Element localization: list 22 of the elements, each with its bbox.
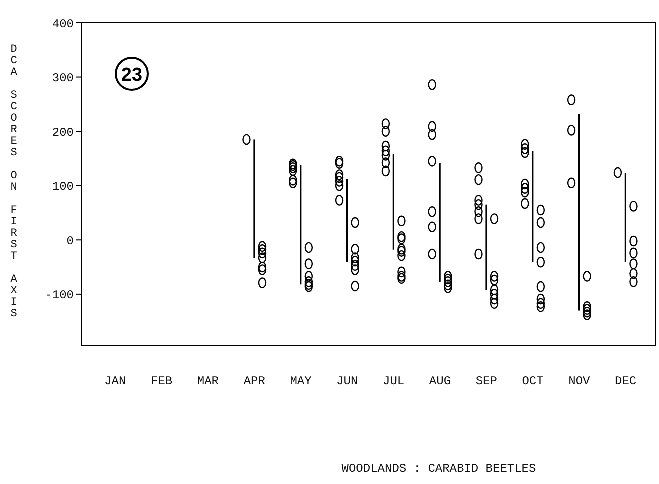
x-tick-label: SEP <box>476 374 498 389</box>
y-tick-label: 200 <box>52 126 74 140</box>
y-tick-label: 100 <box>52 180 74 194</box>
y-tick-label: 400 <box>52 17 74 32</box>
y-tick-label: 0 <box>66 234 74 248</box>
x-tick-label: DEC <box>615 374 637 389</box>
x-tick-label: AUG <box>429 374 452 389</box>
y-axis-title: DCA SCORES ON FIRST AXIS <box>8 44 20 320</box>
x-tick-label: APR <box>244 374 266 389</box>
annotation: 23 <box>121 65 143 86</box>
x-tick-label: JUL <box>383 374 405 389</box>
y-tick-label: 300 <box>52 72 74 86</box>
x-tick-label: NOV <box>568 374 592 389</box>
x-tick-label: FEB <box>151 374 173 389</box>
x-tick-label: JAN <box>104 374 126 389</box>
x-tick-label: MAY <box>290 374 312 389</box>
text: WOODLANDS : CARABID BEETLES <box>340 462 538 476</box>
x-tick-label: OCT <box>522 374 544 389</box>
x-tick-label: JUN <box>336 374 358 389</box>
circled-label: 23 <box>114 56 150 92</box>
y-tick-label: -100 <box>45 288 74 303</box>
x-tick-label: MAR <box>197 374 220 389</box>
